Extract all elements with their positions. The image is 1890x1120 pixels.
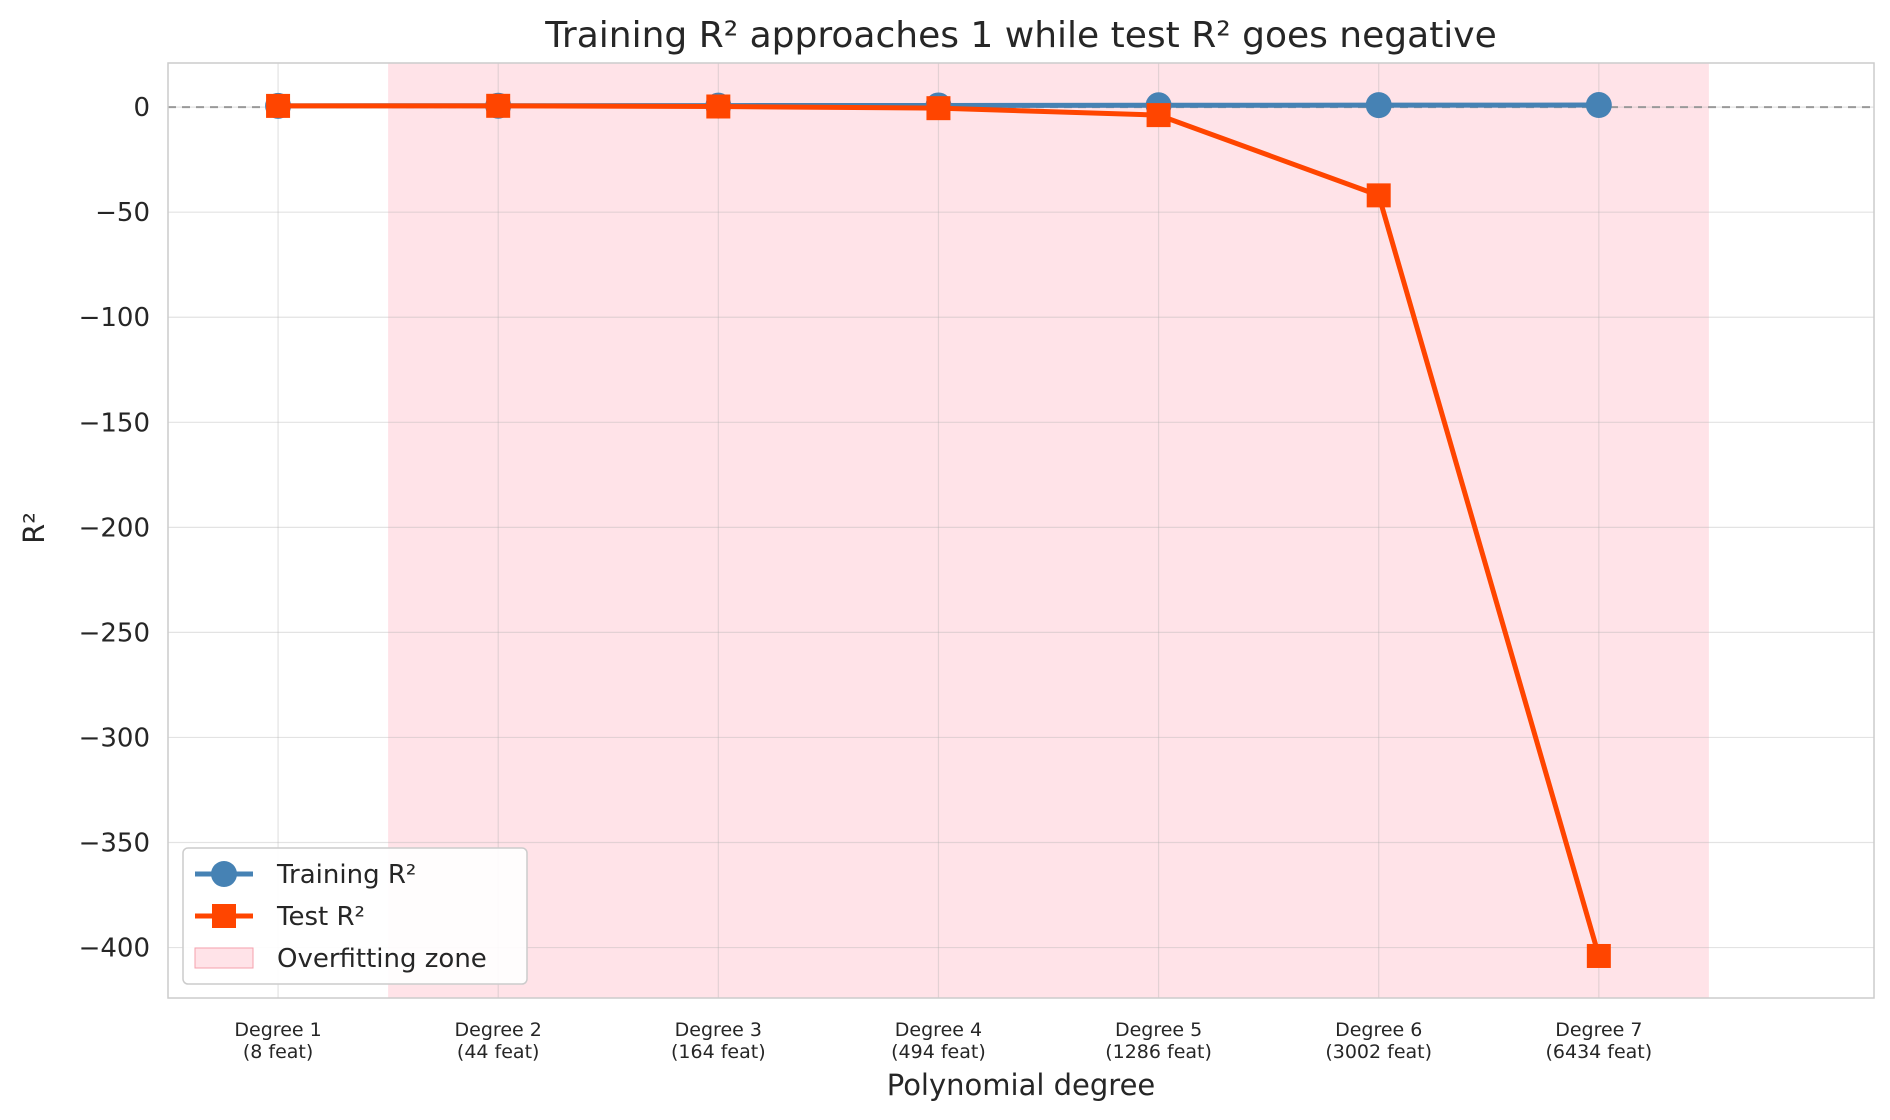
x-tick-label: Degree 2 (44 feat) <box>455 1019 542 1063</box>
legend-label: Training R² <box>276 860 416 890</box>
overfitting-zone <box>388 63 1709 998</box>
plot-frame <box>167 62 1875 999</box>
legend-marker <box>211 861 237 887</box>
y-tick-label: −150 <box>79 408 150 438</box>
legend: Training R² Test R² Overfitting zone <box>182 847 528 985</box>
y-tick-label: −200 <box>79 513 150 543</box>
y-tick-label: −250 <box>79 618 150 648</box>
y-tick-label: −300 <box>79 723 150 753</box>
x-tick-label: Degree 7 (6434 feat) <box>1545 1019 1652 1063</box>
series-test <box>266 93 1611 968</box>
y-tick-label: 0 <box>133 93 150 123</box>
x-tick-label: Degree 1 (8 feat) <box>234 1019 321 1063</box>
y-axis-label: R² <box>17 512 51 544</box>
legend-box <box>182 847 528 985</box>
data-point <box>1585 92 1612 119</box>
x-axis-label: Polynomial degree <box>887 1068 1156 1102</box>
y-tick-label: −350 <box>79 829 150 859</box>
x-tick-label: Degree 6 (3002 feat) <box>1325 1019 1432 1063</box>
legend-label: Test R² <box>276 902 365 932</box>
data-point <box>1366 183 1391 208</box>
x-tick-label: Degree 5 (1286 feat) <box>1105 1019 1212 1063</box>
x-tick-label: Degree 3 (164 feat) <box>671 1019 766 1063</box>
legend-label: Overfitting zone <box>277 944 487 974</box>
data-point <box>486 93 511 118</box>
data-point <box>1365 92 1392 119</box>
plot-background <box>168 63 1874 998</box>
legend-swatch <box>194 947 254 969</box>
chart-title: Training R² approaches 1 while test R² g… <box>544 15 1497 56</box>
data-point <box>926 96 951 121</box>
legend-marker <box>212 904 236 928</box>
data-point <box>1146 103 1171 128</box>
data-point <box>706 94 731 119</box>
plot-area: 0 −50 −100 −150 −200 −250 −300 −350 −400 Degree 1… <box>79 62 1875 1063</box>
data-point <box>266 93 291 118</box>
y-tick-label: −50 <box>95 198 150 228</box>
y-tick-label: −400 <box>79 934 150 964</box>
x-tick-label: Degree 4 (494 feat) <box>891 1019 986 1063</box>
y-tick-label: −100 <box>79 303 150 333</box>
data-point <box>1586 943 1611 968</box>
